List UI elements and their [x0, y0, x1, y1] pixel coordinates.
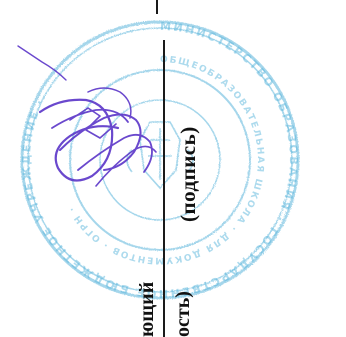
signature-caption: (подпись): [176, 126, 200, 222]
signature-line: [163, 40, 165, 337]
position-caption-top: ющий: [136, 281, 158, 337]
position-caption-bottom: ость): [172, 291, 194, 337]
svg-text:ОБЩЕОБРАЗОВАТЕЛЬНАЯ ШКОЛА · ДЛ: ОБЩЕОБРАЗОВАТЕЛЬНАЯ ШКОЛА · ДЛЯ ДОКУМЕНТ…: [67, 55, 265, 265]
handwritten-signature: [17, 45, 157, 187]
top-tick-mark: [156, 0, 158, 14]
